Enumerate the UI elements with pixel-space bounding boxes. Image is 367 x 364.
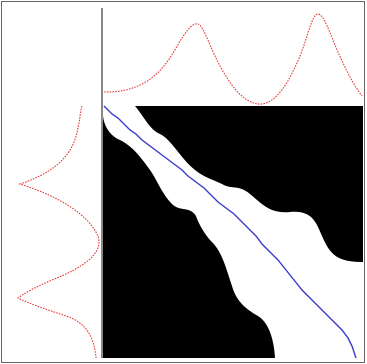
warping-path xyxy=(103,105,357,359)
alignment-band xyxy=(103,106,363,358)
top-signal-curve xyxy=(103,13,363,105)
